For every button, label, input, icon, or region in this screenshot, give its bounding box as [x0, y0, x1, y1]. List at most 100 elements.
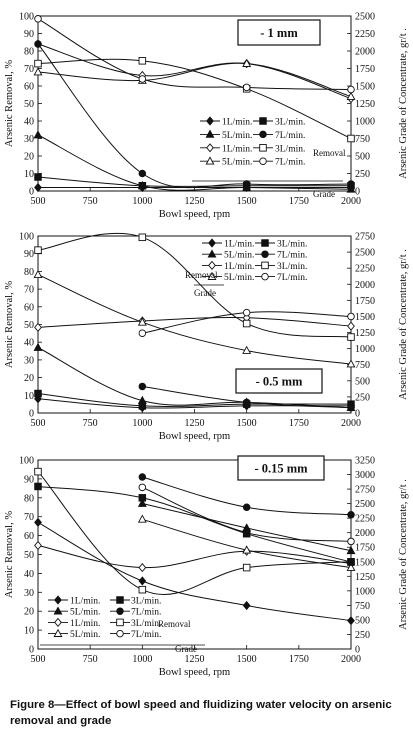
y2-tick-label: 250	[355, 630, 370, 641]
size-label-box	[235, 368, 323, 394]
y2-tick-label: 3250	[355, 456, 375, 467]
grade-line-1lmin	[37, 317, 352, 328]
removal-point	[242, 529, 251, 538]
y2-tick-label: 1750	[355, 543, 375, 554]
y2-tick-label: 2750	[355, 485, 375, 496]
legend-label: 7L/min.	[275, 131, 305, 141]
legend-label: 5L/min.	[222, 131, 252, 141]
legend-label: 5L/min.	[70, 630, 100, 640]
legend-group-removal: Removal	[185, 270, 218, 280]
x-tick-label: 500	[31, 654, 46, 665]
grade-point	[138, 57, 147, 65]
y-tick-label: 40	[24, 569, 34, 580]
size-label-box	[237, 455, 325, 481]
grade-point	[34, 322, 42, 332]
y-tick-label: 80	[24, 47, 34, 58]
grade-point	[242, 83, 251, 92]
y2-tick-label: 1250	[355, 99, 375, 110]
legend-marker	[208, 238, 216, 248]
y2-tick-label: 250	[355, 392, 370, 403]
grade-point	[346, 359, 356, 368]
y-axis-label: Arsenic Removal, %	[4, 60, 15, 147]
y2-tick-label: 250	[355, 169, 370, 180]
legend-label: 3L/min.	[131, 597, 161, 607]
y-tick-label: 70	[24, 64, 34, 75]
removal-point	[347, 403, 355, 412]
y2-tick-label: 750	[355, 601, 370, 612]
legend-label: 3L/min.	[131, 619, 161, 629]
grade-point	[347, 333, 355, 341]
grade-point	[138, 329, 147, 337]
y-tick-label: 10	[24, 391, 34, 402]
y2-tick-label: 500	[355, 376, 370, 387]
y2-tick-label: 500	[355, 152, 370, 163]
y2-tick-label: 1750	[355, 64, 375, 75]
size-label: - 0.15 mm	[254, 462, 308, 476]
grade-point	[34, 467, 42, 476]
y2-tick-label: 0	[355, 645, 360, 656]
y2-tick-label: 2000	[355, 528, 375, 539]
y2-axis-label: Arsenic Grade of Concentrate, gr/t .	[398, 479, 409, 630]
x-tick-label: 1000	[132, 196, 152, 207]
y2-tick-label: 750	[355, 134, 370, 145]
y2-axis-label: Arsenic Grade of Concentrate, gr/t .	[398, 28, 409, 179]
grade-point	[138, 233, 147, 242]
grade-point	[347, 537, 355, 546]
y-tick-label: 90	[24, 29, 34, 40]
y-tick-label: 40	[24, 117, 34, 128]
x-tick-label: 1750	[289, 654, 309, 665]
legend-marker	[261, 250, 269, 258]
y2-tick-label: 1750	[355, 296, 375, 307]
grade-line-7lmin	[37, 18, 352, 90]
legend-marker	[206, 116, 214, 126]
x-tick-label: 1500	[237, 654, 257, 665]
y-tick-label: 20	[24, 607, 34, 618]
grade-line-1lmin	[37, 545, 352, 569]
y2-tick-label: 2250	[355, 29, 375, 40]
removal-line-5lmin	[37, 347, 352, 409]
removal-point	[346, 545, 356, 555]
y2-tick-label: 1500	[355, 312, 375, 323]
y-tick-label: 20	[24, 373, 34, 384]
y-tick-label: 50	[24, 320, 34, 331]
y2-tick-label: 2500	[355, 12, 375, 23]
removal-point	[347, 511, 355, 519]
removal-point	[242, 180, 251, 188]
x-tick-label: 1250	[185, 654, 205, 665]
grade-point	[347, 134, 355, 143]
y-tick-label: 60	[24, 82, 34, 93]
removal-point	[34, 389, 42, 398]
legend-marker	[207, 249, 217, 258]
y2-tick-label: 1250	[355, 328, 375, 339]
y-tick-label: 100	[19, 232, 34, 243]
y2-tick-label: 1250	[355, 572, 375, 583]
x-tick-label: 1750	[289, 196, 309, 207]
removal-point	[137, 395, 147, 404]
legend-marker	[207, 271, 217, 280]
grade-point	[34, 59, 42, 68]
y-tick-label: 100	[19, 12, 34, 23]
x-tick-label: 750	[83, 654, 98, 665]
grade-point	[138, 585, 147, 594]
legend-marker	[261, 272, 269, 281]
y-tick-label: 30	[24, 134, 34, 145]
legend-label: 1L/min.	[222, 144, 252, 154]
x-tick-label: 2000	[341, 418, 361, 429]
y-axis-label: Arsenic Removal, %	[4, 511, 15, 598]
x-tick-label: 2000	[341, 196, 361, 207]
y2-tick-label: 2500	[355, 499, 375, 510]
removal-point	[346, 184, 356, 193]
y2-tick-label: 500	[355, 615, 370, 626]
legend-label: 1L/min.	[70, 619, 100, 629]
y-tick-label: 70	[24, 285, 34, 296]
legend-marker	[259, 144, 267, 152]
legend-marker	[53, 606, 63, 615]
x-tick-label: 750	[83, 418, 98, 429]
grade-point	[347, 312, 355, 321]
grade-point	[242, 58, 252, 67]
y2-tick-label: 0	[355, 409, 360, 420]
y2-tick-label: 2250	[355, 264, 375, 275]
x-tick-label: 1250	[185, 196, 205, 207]
y2-tick-label: 1000	[355, 117, 375, 128]
chart-panel-0-15mm: 0102030405060708090100025050075010001250…	[4, 455, 409, 678]
